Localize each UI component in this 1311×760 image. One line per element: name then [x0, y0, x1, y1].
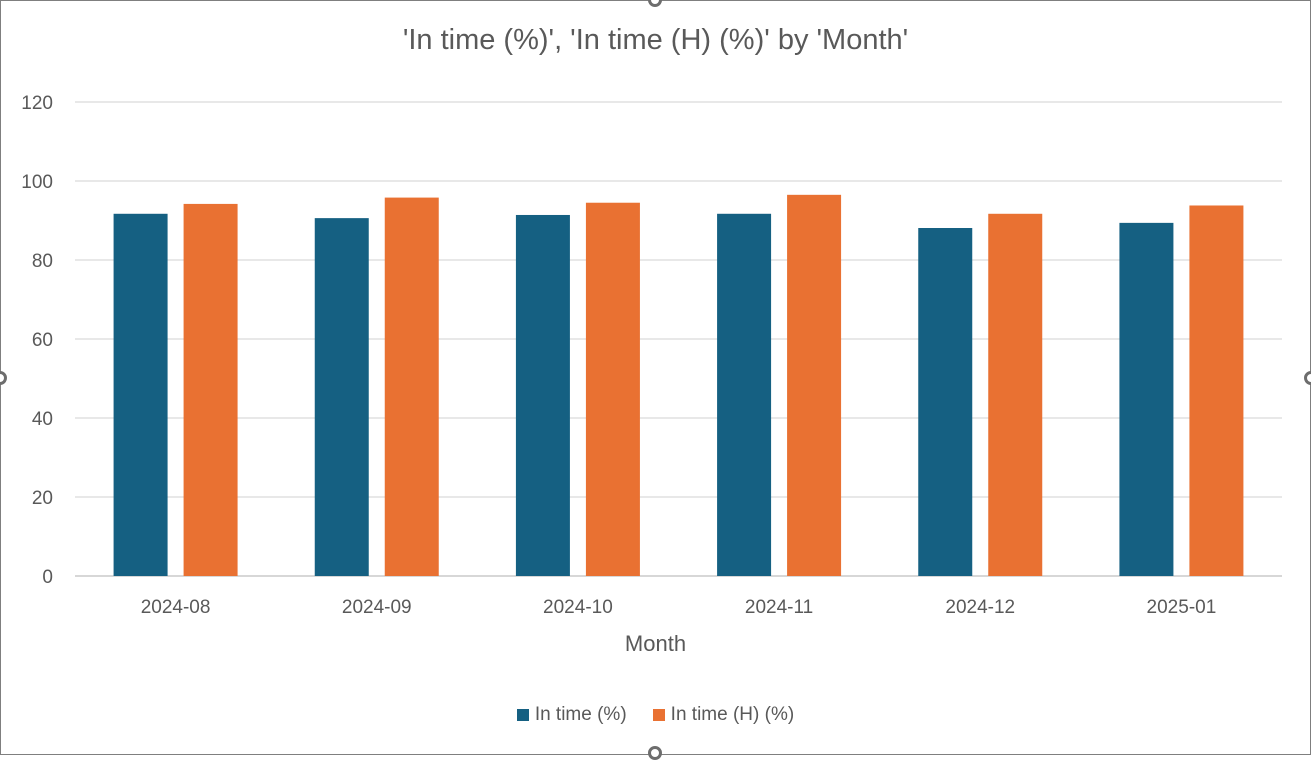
bar-in-time[interactable]	[717, 213, 772, 576]
y-tick-label: 120	[21, 93, 53, 114]
bar-in-time[interactable]	[918, 228, 973, 576]
legend[interactable]: In time (%) In time (H) (%)	[0, 704, 1311, 726]
bar-in-time-h[interactable]	[1189, 205, 1244, 577]
bar-in-time-h[interactable]	[384, 197, 439, 576]
bar-in-time-h[interactable]	[787, 194, 842, 576]
bar-in-time-h[interactable]	[183, 203, 238, 576]
legend-label-in-time-h: In time (H) (%)	[670, 704, 795, 725]
legend-swatch-in-time	[516, 709, 529, 721]
x-tick-label: 2025-01	[1147, 597, 1217, 618]
bar-in-time-h[interactable]	[585, 202, 640, 576]
bar-in-time[interactable]	[314, 218, 369, 576]
x-tick-label: 2024-11	[745, 597, 813, 618]
legend-label-in-time: In time (%)	[534, 704, 627, 725]
legend-swatch-in-time-h	[652, 709, 665, 721]
x-tick-label: 2024-09	[342, 597, 412, 618]
x-tick-label: 2024-12	[945, 597, 1015, 618]
y-tick-label: 100	[21, 172, 53, 193]
bar-in-time[interactable]	[515, 214, 570, 576]
y-tick-label: 80	[32, 251, 53, 272]
x-tick-label: 2024-10	[543, 597, 613, 618]
y-tick-label: 40	[32, 409, 53, 430]
x-axis-title[interactable]: Month	[624, 631, 687, 656]
bar-in-time[interactable]	[113, 213, 168, 576]
legend-entry-in-time-h[interactable]: In time (H) (%)	[652, 704, 795, 726]
bar-in-time[interactable]	[1119, 222, 1174, 576]
top-resize-handle[interactable]	[648, 0, 662, 7]
legend-entry-in-time[interactable]: In time (%)	[516, 704, 627, 726]
bar-in-time-h[interactable]	[988, 213, 1043, 576]
y-tick-label: 20	[32, 488, 53, 509]
left-resize-handle[interactable]	[0, 371, 7, 385]
chart-title[interactable]: 'In time (%)', 'In time (H) (%)' by 'Mon…	[402, 24, 909, 56]
y-tick-label: 0	[42, 567, 53, 588]
y-tick-label: 60	[32, 330, 53, 351]
x-tick-label: 2024-08	[141, 597, 211, 618]
right-resize-handle[interactable]	[1304, 371, 1311, 385]
